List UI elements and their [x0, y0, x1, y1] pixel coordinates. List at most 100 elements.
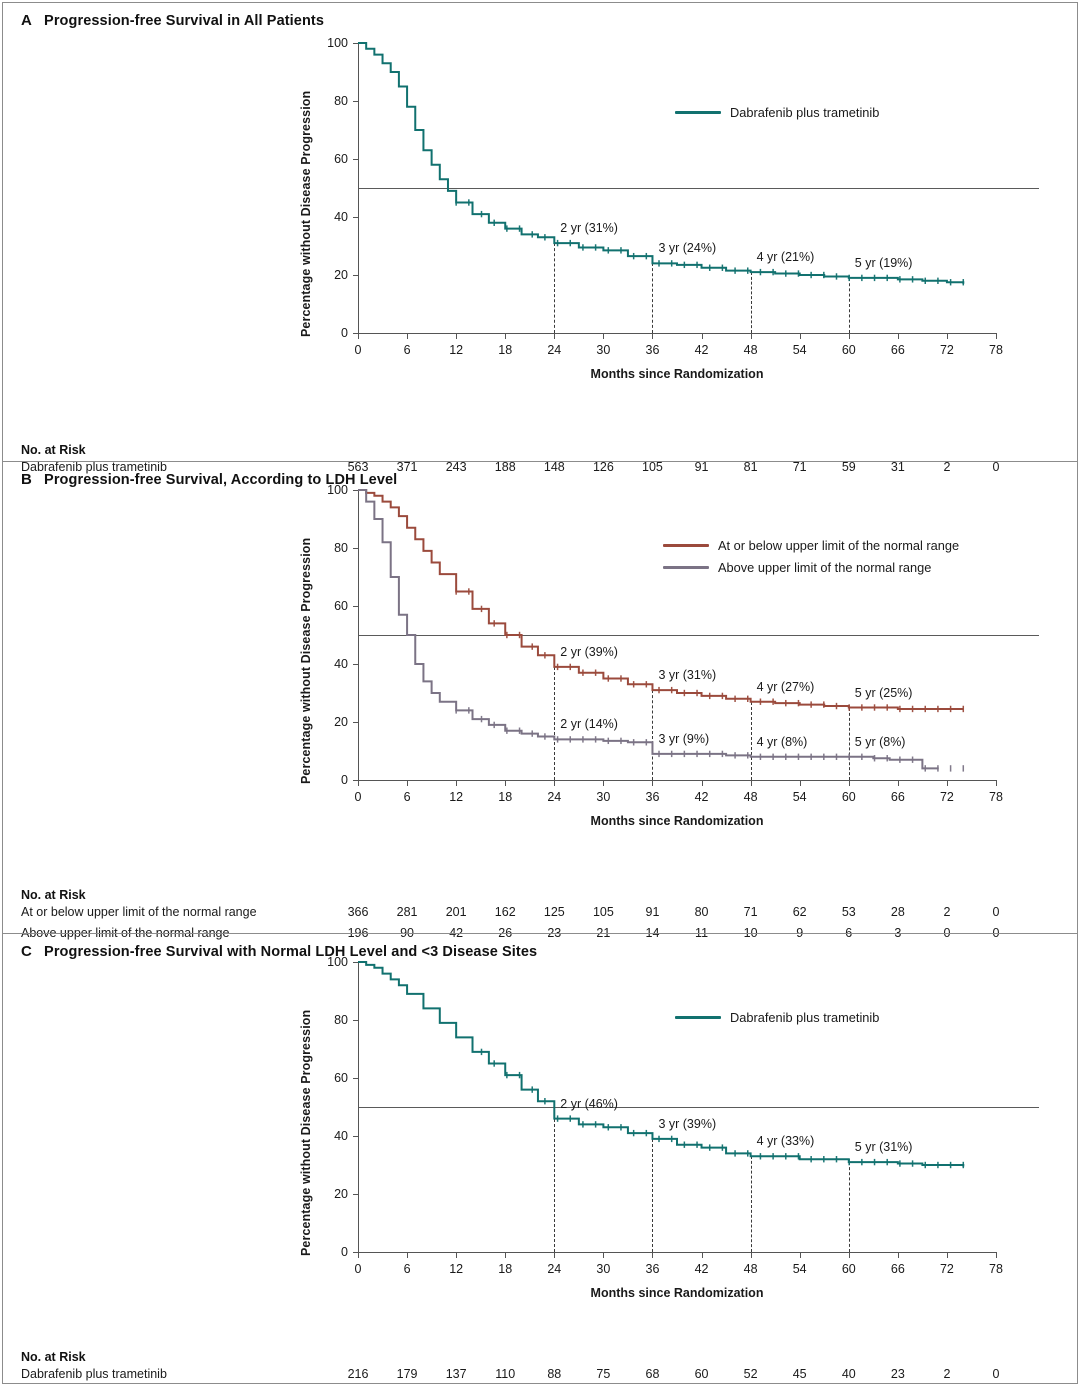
- risk-value-0-5: 75: [596, 1367, 611, 1381]
- x-tick-label-18: 18: [498, 343, 513, 357]
- panel-a-header: A Progression-free Survival in All Patie…: [3, 3, 1077, 29]
- x-tick-78: [996, 1252, 997, 1258]
- risk-value-0-10: 53: [841, 905, 856, 919]
- x-tick-30: [603, 780, 605, 786]
- x-tick-label-24: 24: [547, 790, 562, 804]
- x-tick-label-18: 18: [498, 1262, 513, 1276]
- x-tick-label-60: 60: [841, 343, 856, 357]
- milestone-dashline-48: [750, 1156, 752, 1252]
- risk-value-0-0: 563: [347, 460, 369, 474]
- x-tick-label-0: 0: [354, 790, 362, 804]
- risk-value-0-13: 0: [992, 905, 1000, 919]
- reference-line-50: [359, 635, 1039, 636]
- y-tick-label-100: 100: [327, 955, 348, 969]
- milestone-label-48-6: 4 yr (8%): [756, 734, 808, 749]
- x-tick-label-72: 72: [939, 1262, 954, 1276]
- censor-marks-series-0: [455, 199, 965, 286]
- risk-value-0-10: 59: [841, 460, 856, 474]
- x-tick-66: [897, 1252, 899, 1258]
- x-tick-label-48: 48: [743, 1262, 758, 1276]
- x-tick-54: [799, 333, 801, 339]
- y-tick-40: [353, 1136, 358, 1137]
- y-tick-label-80: 80: [334, 1013, 348, 1027]
- panel-b-header: B Progression-free Survival, According t…: [3, 462, 1077, 488]
- risk-table-title: No. at Risk: [21, 1350, 86, 1364]
- x-tick-60: [848, 333, 850, 339]
- milestone-label-60-7: 5 yr (8%): [854, 734, 906, 749]
- survival-curves: [358, 42, 965, 286]
- x-tick-label-54: 54: [792, 343, 807, 357]
- x-tick-36: [652, 780, 654, 786]
- legend-item-0: At or below upper limit of the normal ra…: [663, 538, 959, 553]
- milestone-label-24-0: 2 yr (46%): [560, 1096, 618, 1111]
- x-tick-60: [848, 780, 850, 786]
- risk-row-label-0: Dabrafenib plus trametinib: [21, 460, 167, 474]
- panel-a-letter: A: [21, 12, 33, 29]
- x-tick-12: [456, 333, 458, 339]
- x-tick-18: [505, 780, 507, 786]
- y-tick-20: [353, 275, 358, 276]
- milestone-label-36-1: 3 yr (39%): [658, 1116, 717, 1131]
- x-tick-30: [603, 1252, 605, 1258]
- milestone-label-36-1: 3 yr (31%): [658, 668, 717, 683]
- survival-curves: [358, 489, 965, 772]
- x-tick-72: [946, 333, 948, 339]
- y-axis-line: [358, 490, 360, 780]
- x-tick-label-30: 30: [596, 343, 611, 357]
- x-tick-label-6: 6: [403, 790, 411, 804]
- y-tick-100: [353, 962, 358, 963]
- milestone-label-24-4: 2 yr (14%): [560, 717, 618, 732]
- x-tick-66: [897, 780, 899, 786]
- milestone-label-48-2: 4 yr (27%): [756, 679, 815, 694]
- legend-swatch-0: [663, 544, 709, 547]
- x-tick-78: [996, 333, 997, 339]
- x-tick-54: [799, 780, 801, 786]
- survival-curves: [358, 961, 965, 1169]
- milestone-label-24-0: 2 yr (31%): [560, 221, 618, 236]
- x-tick-66: [897, 333, 899, 339]
- censor-marks-series-1: [455, 707, 965, 772]
- y-tick-label-40: 40: [334, 657, 348, 671]
- legend-item-0: Dabrafenib plus trametinib: [675, 1010, 879, 1025]
- risk-value-0-1: 179: [396, 1367, 418, 1381]
- x-tick-30: [603, 333, 605, 339]
- y-tick-label-20: 20: [334, 268, 348, 282]
- censor-marks-series-0: [480, 1048, 965, 1169]
- panel-a-plot: Percentage without Disease Progression 0 2…: [3, 36, 1079, 413]
- x-tick-label-54: 54: [792, 1262, 807, 1276]
- panel-c-title: Progression-free Survival with Normal LD…: [44, 944, 538, 960]
- x-tick-label-78: 78: [989, 790, 1003, 804]
- x-tick-18: [505, 1252, 507, 1258]
- x-tick-label-30: 30: [596, 1262, 611, 1276]
- x-tick-label-60: 60: [841, 1262, 856, 1276]
- x-tick-0: [358, 333, 359, 339]
- risk-value-0-12: 2: [943, 460, 951, 474]
- risk-value-0-11: 28: [890, 905, 905, 919]
- risk-value-0-12: 2: [943, 905, 951, 919]
- legend: Dabrafenib plus trametinib: [675, 1010, 879, 1032]
- x-tick-label-78: 78: [989, 1262, 1003, 1276]
- risk-value-0-2: 137: [445, 1367, 467, 1381]
- risk-table-row: At or below upper limit of the normal ra…: [21, 905, 1063, 926]
- milestone-label-60-3: 5 yr (31%): [854, 1140, 913, 1155]
- x-tick-0: [358, 780, 359, 786]
- x-tick-60: [848, 1252, 850, 1258]
- legend-item-1: Above upper limit of the normal range: [663, 560, 959, 575]
- legend: At or below upper limit of the normal ra…: [663, 538, 959, 582]
- x-tick-36: [652, 333, 654, 339]
- panel-a: A Progression-free Survival in All Patie…: [3, 3, 1079, 474]
- x-tick-label-12: 12: [449, 343, 464, 357]
- panel-b-plot: Percentage without Disease Progression 0 2…: [3, 483, 1079, 860]
- milestone-label-24-0: 2 yr (39%): [560, 644, 618, 659]
- risk-value-0-8: 71: [743, 905, 758, 919]
- legend-label-0: Dabrafenib plus trametinib: [730, 1010, 880, 1025]
- risk-value-0-8: 81: [743, 460, 758, 474]
- panel-b: B Progression-free Survival, According t…: [3, 461, 1079, 940]
- y-tick-100: [353, 490, 358, 491]
- panel-b-title: Progression-free Survival, According to …: [44, 472, 398, 488]
- y-tick-label-40: 40: [334, 1129, 348, 1143]
- y-tick-80: [353, 1020, 358, 1021]
- risk-value-0-3: 110: [495, 1367, 516, 1381]
- y-tick-0: [353, 780, 358, 781]
- x-tick-12: [456, 1252, 458, 1258]
